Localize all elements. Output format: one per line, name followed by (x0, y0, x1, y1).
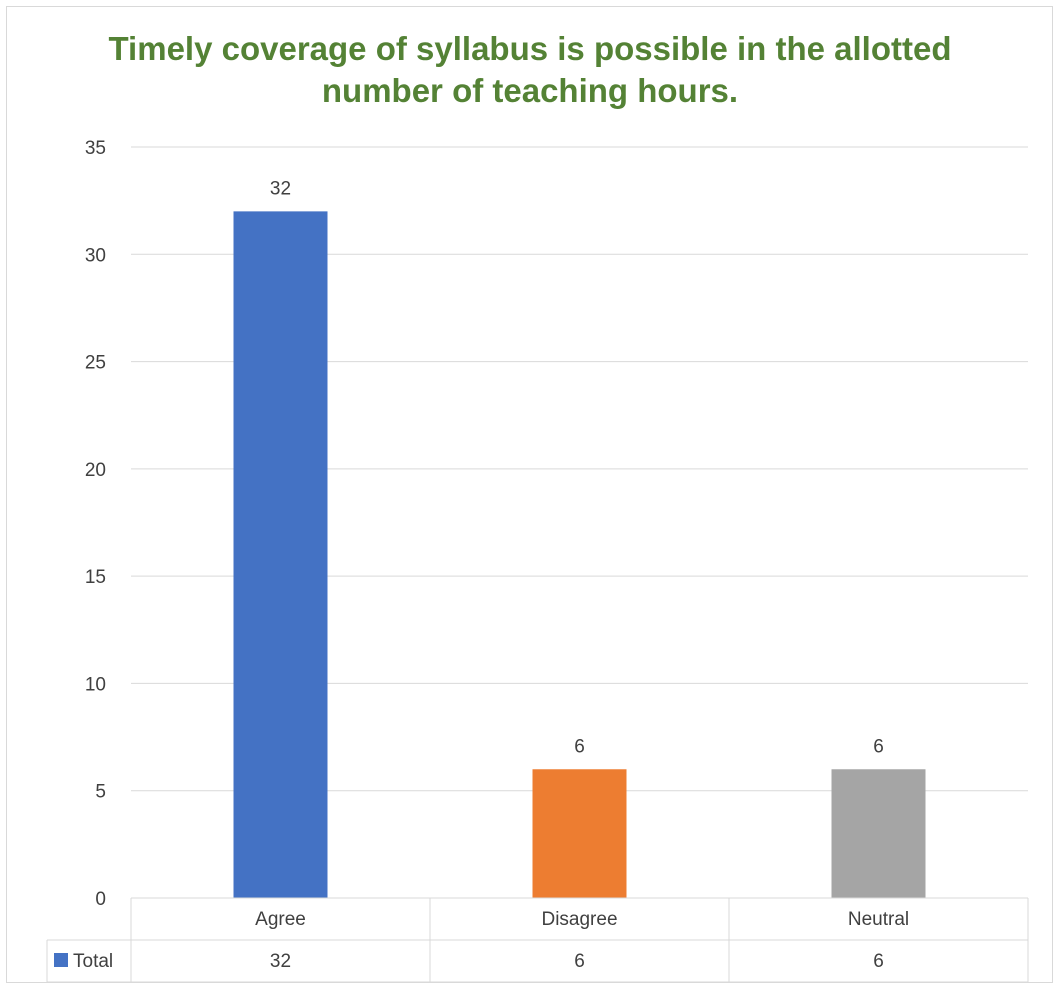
data-label-neutral: 6 (873, 736, 884, 757)
x-category-label-disagree: Disagree (541, 909, 617, 930)
x-category-label-neutral: Neutral (848, 909, 909, 930)
y-tick-label-10: 10 (85, 674, 106, 695)
table-row-label-total: Total (73, 951, 113, 972)
table-value-neutral: 6 (873, 951, 884, 972)
bar-agree (233, 211, 328, 898)
y-tick-label-5: 5 (95, 782, 106, 803)
y-tick-label-0: 0 (95, 889, 106, 910)
x-category-label-agree: Agree (255, 909, 306, 930)
y-tick-label-35: 35 (85, 138, 106, 159)
y-tick-label-20: 20 (85, 460, 106, 481)
y-tick-label-30: 30 (85, 245, 106, 266)
table-value-disagree: 6 (574, 951, 585, 972)
y-tick-label-25: 25 (85, 353, 106, 374)
data-label-agree: 32 (270, 178, 291, 199)
bar-neutral (831, 769, 926, 898)
bar-disagree (532, 769, 627, 898)
y-tick-label-15: 15 (85, 567, 106, 588)
table-value-agree: 32 (270, 951, 291, 972)
chart-title-line-2: number of teaching hours. (321, 72, 739, 109)
legend-key-total (54, 953, 68, 967)
data-label-disagree: 6 (574, 736, 585, 757)
chart-title-line-1: Timely coverage of syllabus is possible … (108, 30, 952, 67)
chart-title: Timely coverage of syllabus is possible … (40, 28, 1020, 112)
